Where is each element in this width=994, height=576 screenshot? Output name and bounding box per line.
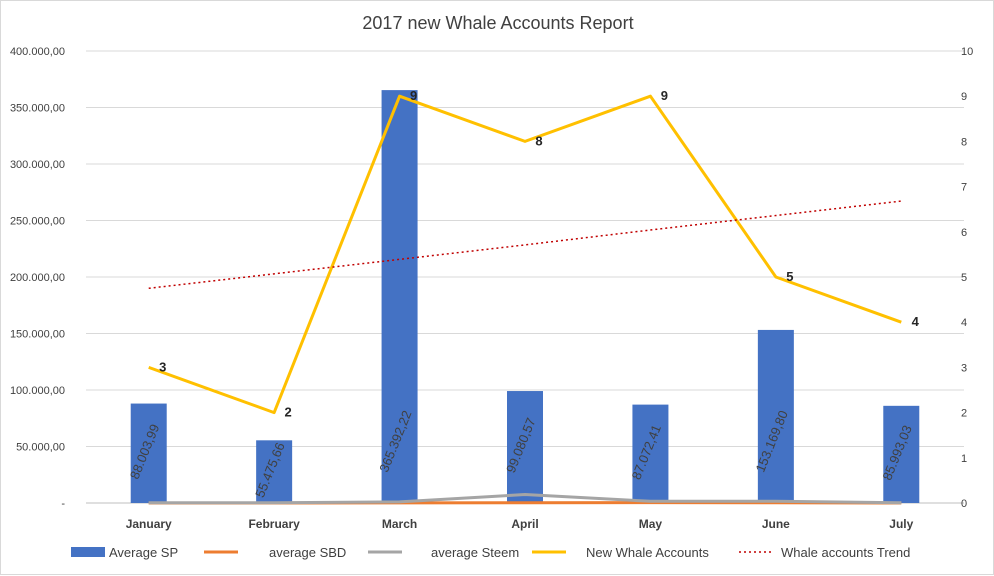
category-axis: January February March April May June July <box>126 517 914 531</box>
right-tick-label: 2 <box>961 408 967 420</box>
legend-label: Whale accounts Trend <box>781 545 910 560</box>
right-tick-label: 4 <box>961 317 967 329</box>
category-label: May <box>639 517 663 531</box>
category-label: February <box>248 517 300 531</box>
left-tick-label: - <box>61 498 65 510</box>
right-tick-label: 10 <box>961 46 973 58</box>
legend-label: Average SP <box>109 545 178 560</box>
right-tick-label: 8 <box>961 136 967 148</box>
whale-count-label: 3 <box>159 359 166 374</box>
right-axis: 0 1 2 3 4 5 6 7 8 9 10 <box>961 46 973 510</box>
category-label: April <box>511 517 538 531</box>
right-tick-label: 5 <box>961 272 967 284</box>
left-axis: - 50.000,00 100.000,00 150.000,00 200.000,00… <box>10 46 65 510</box>
left-tick-label: 300.000,00 <box>10 159 65 171</box>
category-label: July <box>889 517 913 531</box>
whale-count-label: 4 <box>912 314 920 329</box>
legend: Average SP average SBD average Steem New Wh… <box>71 545 910 560</box>
category-label: June <box>762 517 790 531</box>
category-label: January <box>126 517 172 531</box>
legend-label: average SBD <box>269 545 346 560</box>
left-tick-label: 50.000,00 <box>16 442 65 454</box>
left-tick-label: 250.000,00 <box>10 216 65 228</box>
whale-count-label: 9 <box>410 88 417 103</box>
legend-swatch-average-sp <box>71 547 105 557</box>
chart-title: 2017 new Whale Accounts Report <box>362 13 633 33</box>
category-label: March <box>382 517 417 531</box>
right-tick-label: 6 <box>961 227 967 239</box>
whale-count-label: 8 <box>535 133 542 148</box>
right-tick-label: 1 <box>961 453 967 465</box>
whale-count-label: 2 <box>285 405 292 420</box>
left-tick-label: 150.000,00 <box>10 329 65 341</box>
left-tick-label: 100.000,00 <box>10 385 65 397</box>
legend-label: average Steem <box>431 545 519 560</box>
right-tick-label: 9 <box>961 91 967 103</box>
left-tick-label: 200.000,00 <box>10 272 65 284</box>
whale-count-label: 5 <box>786 269 793 284</box>
legend-label: New Whale Accounts <box>586 545 709 560</box>
left-tick-label: 350.000,00 <box>10 103 65 115</box>
right-tick-label: 3 <box>961 362 967 374</box>
left-tick-label: 400.000,00 <box>10 46 65 58</box>
whale-count-label: 9 <box>661 88 668 103</box>
right-tick-label: 7 <box>961 182 967 194</box>
right-tick-label: 0 <box>961 498 967 510</box>
